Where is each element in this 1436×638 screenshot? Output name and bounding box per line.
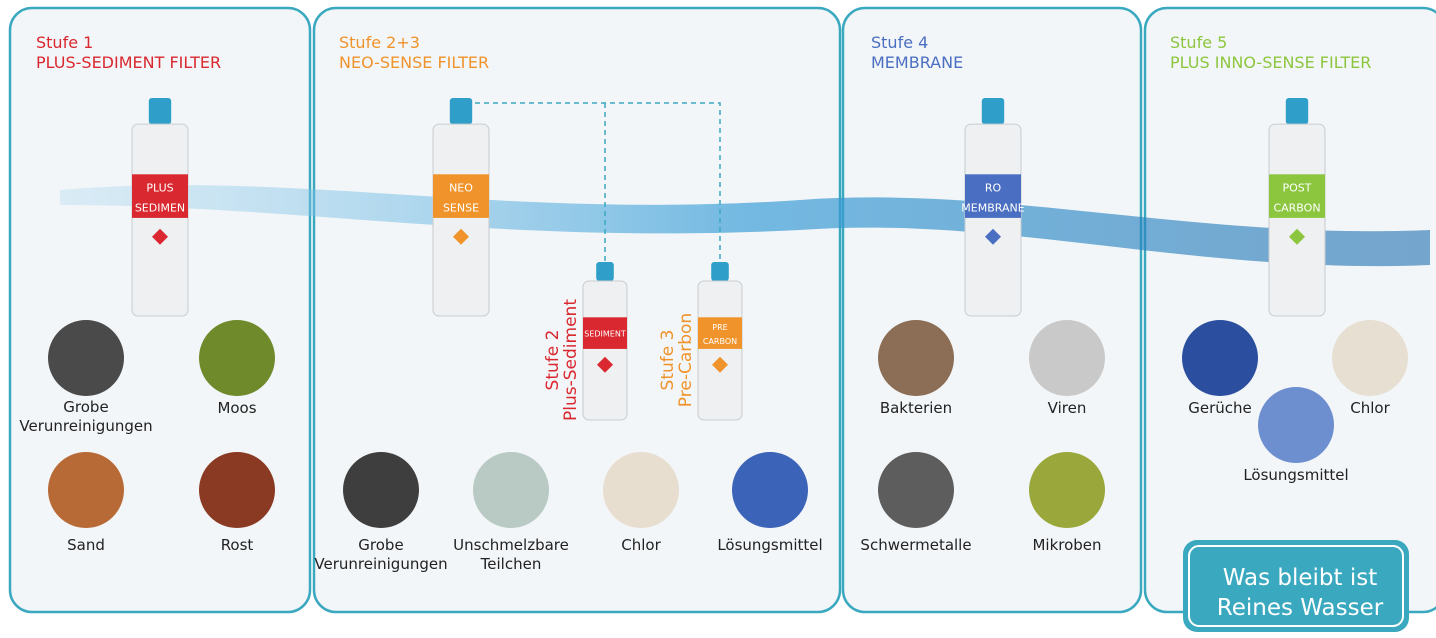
cartridge-cap [982,98,1004,124]
contaminant-label: Lösungsmittel [717,536,822,554]
contaminant-image [48,452,124,528]
contaminant-label: Gerüche [1188,399,1252,417]
contaminant-image [603,452,679,528]
contaminant-image [1029,320,1105,396]
contaminant-image [878,320,954,396]
contaminant-label: Bakterien [880,399,952,417]
contaminant-label: Mikroben [1032,536,1101,554]
contaminant-label: Viren [1048,399,1087,417]
contaminant-image [199,452,275,528]
cartridge-label: SENSE [443,201,479,214]
cartridge-cap [450,98,472,124]
cartridge-label: POST [1283,182,1312,195]
contaminant-label: Rost [221,536,254,554]
contaminant-image [1332,320,1408,396]
cartridge-label: SEDIMENT [584,329,626,338]
contaminant-label: Chlor [1350,399,1390,417]
cartridge-body [583,281,627,420]
contaminant-image [878,452,954,528]
stage-name: PLUS INNO-SENSE FILTER [1170,53,1371,72]
cartridge-body [698,281,742,420]
contaminant-label: Schwermetalle [860,536,971,554]
cartridge-body [433,124,489,316]
contaminant-image [473,452,549,528]
infographic: Stufe 1PLUS-SEDIMENT FILTER Stufe 2+3NEO-… [0,0,1436,634]
contaminant-label: Teilchen [480,555,542,573]
contaminant-image [1182,320,1258,396]
cartridge-body [1269,124,1325,316]
contaminant-label: Verunreinigungen [314,555,447,573]
substage-number: Stufe 2 [543,330,563,391]
cartridge-label: MEMBRANE [961,201,1024,214]
cartridge-cap [1286,98,1308,124]
substage-number: Stufe 3 [658,330,678,391]
cartridge-label: PLUS [146,182,173,195]
stage-number: Stufe 2+3 [339,33,420,52]
cartridge-label: CARBON [703,337,737,346]
contaminant-label: Lösungsmittel [1243,466,1348,484]
contaminant-image [343,452,419,528]
stage-name: PLUS-SEDIMENT FILTER [36,53,221,72]
cartridge-label: CARBON [1273,201,1320,214]
cartridge-label: SEDIMEN [135,201,185,214]
contaminant-image [48,320,124,396]
contaminant-image [199,320,275,396]
contaminant-image [1029,452,1105,528]
stage-name: NEO-SENSE FILTER [339,53,489,72]
contaminant-label: Moos [217,399,256,417]
result-text: Reines Wasser [1217,595,1384,621]
contaminant-label: Grobe [63,398,108,416]
cartridge-label: NEO [449,182,473,195]
cartridge-label: RO [985,182,1002,195]
contaminant-label: Sand [67,536,105,554]
contaminant-label: Chlor [621,536,661,554]
cartridge-cap [711,262,729,281]
stage-number: Stufe 1 [36,33,93,52]
stage-number: Stufe 5 [1170,33,1227,52]
page: {"stages":[ {"title":"Stufe 1","name":"P… [0,0,1436,634]
contaminant-image [1258,387,1334,463]
contaminant-image [732,452,808,528]
stage-number: Stufe 4 [871,33,928,52]
contaminant-label: Verunreinigungen [19,417,152,435]
stage-name: MEMBRANE [871,53,963,72]
cartridge-body [132,124,188,316]
result-text: Was bleibt ist [1223,565,1378,591]
contaminant-label: Grobe [358,536,403,554]
cartridge-body [965,124,1021,316]
substage-name: Plus-Sediment [561,299,581,421]
cartridge-cap [149,98,171,124]
substage-name: Pre-Carbon [676,313,696,407]
cartridge-label: PRE [712,323,727,332]
cartridge-cap [596,262,614,281]
contaminant-label: Unschmelzbare [453,536,569,554]
